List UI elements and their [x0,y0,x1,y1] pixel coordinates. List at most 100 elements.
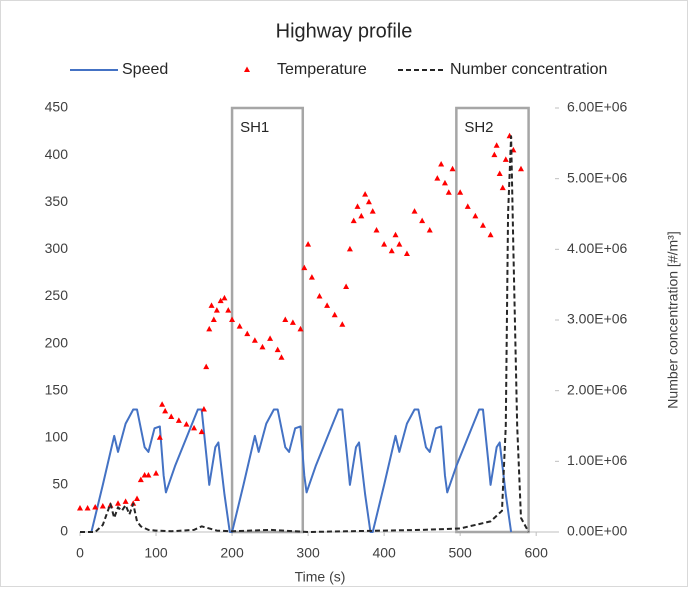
region-label: SH2 [464,119,493,136]
temperature-point [301,264,308,271]
temperature-point [438,161,445,167]
temperature-point [308,274,315,280]
temperature-point [137,476,144,483]
x-tick-label: 200 [220,545,244,561]
temperature-point [354,203,361,209]
temperature-point [134,495,141,502]
x-tick-label: 0 [76,545,84,561]
legend-symbol [244,66,250,72]
temperature-point [496,170,503,176]
y-tick-label: 400 [45,146,69,162]
temperature-point [411,208,418,214]
y-tick-label: 450 [45,99,69,115]
y-tick-label: 250 [45,287,69,303]
legend-label: Speed [122,61,168,78]
temperature-point [350,217,357,224]
temperature-point [419,217,426,224]
temperature-point [472,212,479,219]
region-box [455,106,530,534]
y-tick-label: 0 [60,523,68,539]
concentration-line [80,135,530,533]
temperature-point [426,226,433,233]
temperature-point [141,471,148,478]
temperature-point [156,434,163,440]
temperature-point [339,321,346,327]
temperature-point [168,413,175,420]
temperature-point [200,406,207,412]
temperature-point [445,189,452,195]
temperature-point [493,142,500,148]
y-tick-label: 100 [45,428,69,444]
temperature-point [278,354,285,360]
temperature-point [305,241,312,247]
temperature-point [225,307,232,313]
temperature-point [324,302,331,308]
y2-tick-label: 5.00E+06 [567,169,628,185]
temperature-point [213,307,220,313]
temperature-point [115,500,122,506]
temperature-point [358,212,365,219]
temperature-point [206,325,213,332]
temperature-point [282,316,289,322]
temperature-point [159,401,166,407]
x-tick-label: 300 [296,545,320,561]
temperature-point [449,165,456,172]
x-tick-label: 500 [448,545,472,561]
temperature-point [259,343,266,350]
temperature-point [479,222,486,228]
temperature-point [210,316,217,322]
speed-line [90,408,513,533]
temperature-point [464,203,471,209]
temperature-point [183,421,190,427]
temperature-point [153,470,160,476]
temperature-point [229,316,236,322]
temperature-point [388,247,395,254]
temperature-point [203,363,210,370]
y2-axis-label: Number concentration [#/m³] [665,231,681,408]
temperature-point [251,337,258,343]
temperature-point [198,428,205,435]
y-tick-label: 150 [45,381,69,397]
x-tick-label: 600 [525,545,549,561]
temperature-point [289,319,296,325]
temperature-point [517,165,524,172]
temperature-point [316,292,323,299]
x-tick-label: 100 [144,545,168,561]
temperature-point [491,151,498,158]
region-label: SH1 [240,119,269,136]
temperature-point [365,198,372,205]
temperature-point [122,498,129,504]
temperature-point [331,311,338,318]
temperature-point [175,417,182,423]
temperature-point [343,283,350,290]
temperature-point [499,184,506,191]
temperature-point [441,179,448,186]
temperature-point [236,323,243,329]
y2-tick-label: 4.00E+06 [567,240,628,256]
temperature-point [145,471,152,478]
temperature-point [369,208,376,214]
temperature-point [84,504,91,511]
x-tick-label: 400 [372,545,396,561]
legend-label: Temperature [277,61,367,78]
y-tick-label: 300 [45,240,69,256]
temperature-point [396,241,403,247]
temperature-point [381,241,388,247]
temperature-point [487,231,494,238]
temperature-point [267,335,274,341]
y2-tick-label: 1.00E+06 [567,452,628,468]
y-tick-label: 200 [45,334,69,350]
temperature-point [99,503,106,509]
temperature-point [502,156,509,162]
y-tick-label: 50 [52,476,68,492]
temperature-point [92,504,99,510]
y2-tick-label: 0.00E+00 [567,523,628,539]
y2-tick-label: 3.00E+06 [567,311,628,327]
temperature-point [274,346,281,353]
temperature-point [217,297,224,304]
temperature-point [362,191,369,197]
temperature-point [162,407,169,414]
y2-tick-label: 2.00E+06 [567,381,628,397]
